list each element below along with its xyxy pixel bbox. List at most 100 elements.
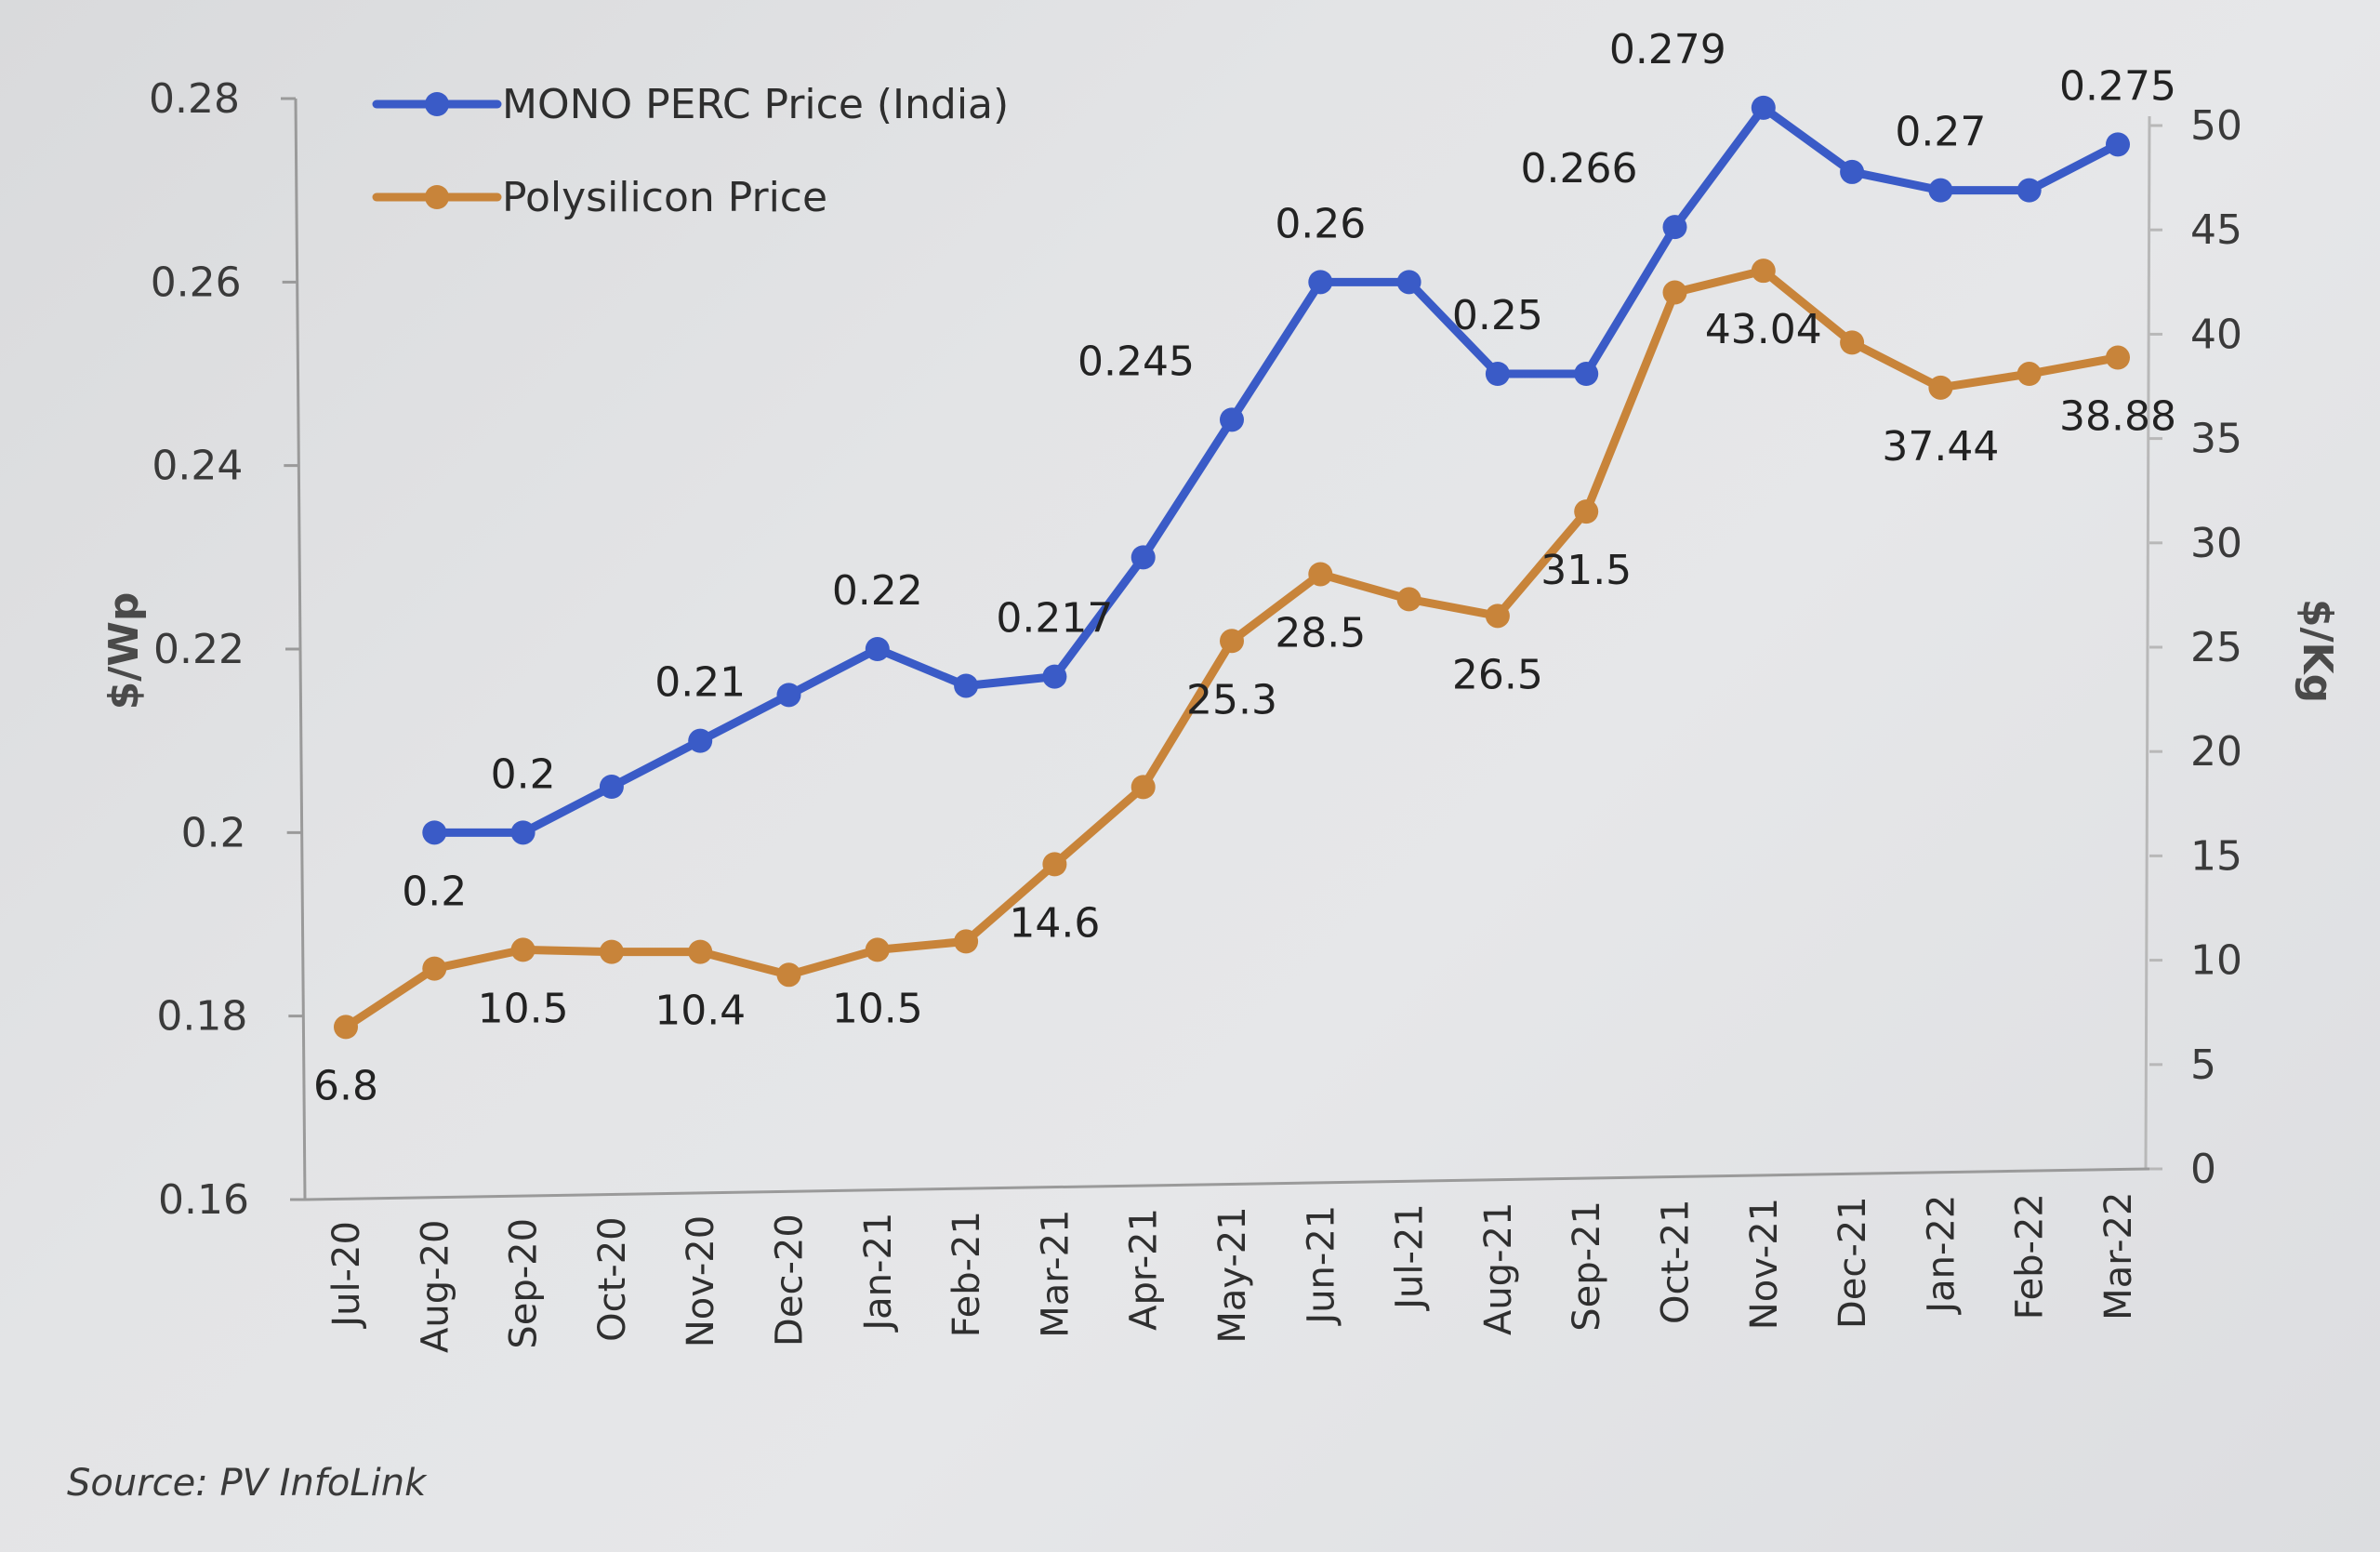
data-point-marker <box>1840 159 1865 184</box>
data-point-marker <box>865 637 890 661</box>
data-point-marker <box>1662 280 1687 305</box>
right-axis-tick-label: 45 <box>2190 206 2242 254</box>
data-point-marker <box>1220 407 1244 432</box>
left-axis-tick-label: 0.24 <box>152 443 243 490</box>
data-point-marker <box>2016 178 2042 203</box>
data-point-marker <box>776 962 801 988</box>
x-axis-category-label: Feb-22 <box>2009 1193 2052 1320</box>
x-axis-category-label: May-21 <box>1211 1206 1254 1343</box>
data-value-label: 31.5 <box>1540 547 1632 594</box>
legend: MONO PERC Price (India) Polysilicon Price <box>372 81 1009 221</box>
data-value-label: 0.275 <box>2059 62 2176 110</box>
data-value-label: 0.2 <box>491 750 556 798</box>
x-axis-category-label: Mar-22 <box>2097 1192 2140 1320</box>
data-value-label: 0.26 <box>1275 200 1366 247</box>
x-axis-category-label: Sep-21 <box>1566 1200 1608 1332</box>
x-axis-category-label: Jan-21 <box>857 1213 900 1333</box>
data-point-marker <box>1220 629 1244 654</box>
data-value-label: 0.22 <box>832 567 923 615</box>
data-point-marker <box>1574 362 1599 386</box>
data-point-marker <box>1662 215 1687 240</box>
data-point-marker <box>1928 375 1953 400</box>
data-value-label: 0.21 <box>654 659 746 707</box>
data-point-marker <box>1396 587 1421 612</box>
right-axis-title: $/Kg <box>2294 599 2341 703</box>
x-axis-category-label: Nov-20 <box>680 1215 722 1347</box>
data-point-marker <box>954 673 979 698</box>
series-layer <box>334 95 2130 1040</box>
x-axis-category-label: Aug-20 <box>414 1220 456 1353</box>
polysilicon-series <box>334 259 2130 1040</box>
data-value-label: 28.5 <box>1275 609 1366 657</box>
left-axis-tick-label: 0.22 <box>153 626 245 673</box>
x-axis-category-label: Feb-21 <box>945 1211 988 1337</box>
data-point-marker <box>954 929 979 954</box>
data-value-label: 14.6 <box>1009 899 1100 947</box>
data-value-label: 0.245 <box>1078 338 1195 385</box>
data-point-marker <box>510 937 536 962</box>
right-axis-tick-label: 50 <box>2190 102 2242 150</box>
x-axis-category-label: Dec-21 <box>1831 1196 1874 1329</box>
right-axis-tick-label: 5 <box>2190 1041 2216 1089</box>
data-value-label: 0.266 <box>1521 145 1638 192</box>
legend-item-polysilicon: Polysilicon Price <box>372 174 827 221</box>
data-value-label: 0.25 <box>1452 292 1543 339</box>
x-axis-category-label: Jul-20 <box>325 1221 368 1330</box>
legend-label: MONO PERC Price (India) <box>502 81 1009 128</box>
x-axis-category-label: Jun-21 <box>1300 1205 1342 1327</box>
data-point-marker <box>1751 95 1776 120</box>
data-point-marker <box>2016 362 2042 387</box>
data-value-label: 10.5 <box>478 985 569 1032</box>
left-axis-title: $/Wp <box>100 592 148 710</box>
right-axis-tick-label: 30 <box>2190 520 2242 567</box>
left-axis-tick-label: 0.28 <box>149 75 240 123</box>
x-axis-category-label: Jan-22 <box>1920 1195 1963 1316</box>
mono-perc-series <box>422 95 2130 845</box>
data-point-marker <box>1396 270 1421 295</box>
left-y-axis: 0.28 0.26 0.24 0.22 0.2 0.18 0.16 <box>149 75 307 1224</box>
x-axis-category-label: Aug-21 <box>1477 1202 1520 1335</box>
x-axis-category-label: Dec-20 <box>769 1214 812 1346</box>
data-point-marker <box>1130 775 1156 800</box>
data-value-label: 26.5 <box>1452 651 1543 698</box>
data-point-marker <box>1042 664 1067 689</box>
data-value-label: 0.279 <box>1609 26 1726 73</box>
x-axis-category-label: Apr-21 <box>1123 1208 1166 1331</box>
legend-marker-icon <box>425 185 449 209</box>
data-point-marker <box>1485 362 1510 386</box>
x-axis-category-label: Oct-20 <box>591 1216 634 1342</box>
right-axis-tick-label: 35 <box>2190 416 2242 463</box>
data-value-label: 0.2 <box>402 868 467 915</box>
legend-item-mono-perc: MONO PERC Price (India) <box>372 81 1009 128</box>
data-point-marker <box>776 683 801 708</box>
right-axis-tick-label: 0 <box>2190 1146 2216 1193</box>
left-axis-tick-label: 0.2 <box>181 809 246 856</box>
data-point-marker <box>1130 545 1156 570</box>
data-point-marker <box>1308 562 1333 587</box>
data-point-marker <box>1751 259 1776 284</box>
data-value-label: 38.88 <box>2059 393 2176 441</box>
x-axis-category-label: Nov-21 <box>1743 1198 1786 1330</box>
data-point-marker <box>510 820 536 845</box>
data-point-marker <box>1928 178 1953 203</box>
data-value-label: 43.04 <box>1705 306 1822 353</box>
right-axis-tick-label: 15 <box>2190 832 2242 880</box>
x-axis-category-label: Mar-21 <box>1034 1209 1077 1337</box>
data-point-marker <box>1574 499 1599 524</box>
data-point-marker <box>422 820 447 845</box>
data-point-marker <box>2106 345 2130 370</box>
data-value-label: 25.3 <box>1186 676 1277 723</box>
data-point-marker <box>2106 132 2130 157</box>
x-axis: Jul-20 Aug-20 Sep-20 Oct-20 Nov-20 Dec-20 Jan-… <box>304 1167 2150 1353</box>
data-value-label: 10.4 <box>654 988 746 1035</box>
data-value-label: 0.217 <box>996 595 1113 643</box>
data-point-marker <box>688 728 713 753</box>
source-caption: Source: PV InfoLink <box>67 1462 427 1505</box>
data-value-label: 10.5 <box>832 985 923 1032</box>
right-axis-tick-label: 25 <box>2190 624 2242 671</box>
data-point-marker <box>599 939 624 964</box>
legend-marker-icon <box>425 92 449 116</box>
x-axis-category-label: Jul-21 <box>1389 1203 1432 1312</box>
